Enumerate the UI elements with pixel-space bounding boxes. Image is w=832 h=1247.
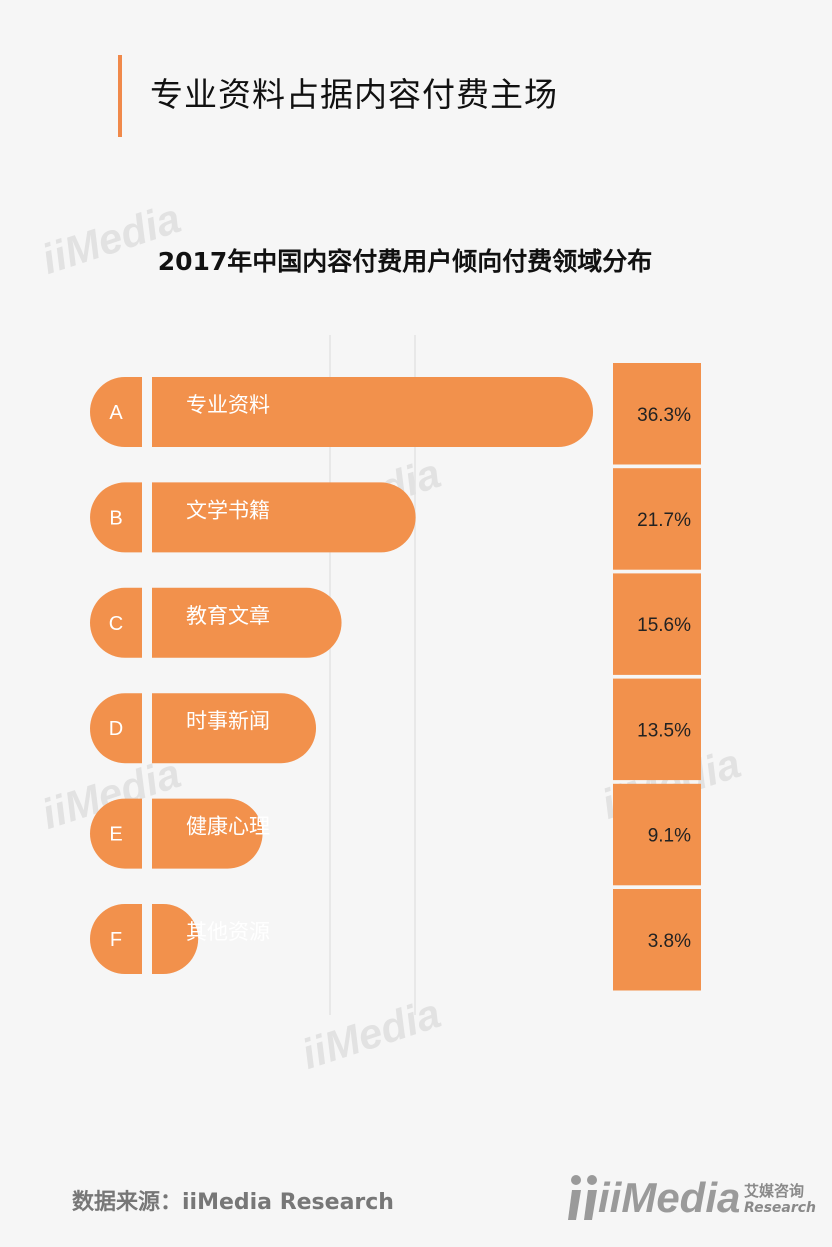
iimedia-logo: iiMedia 艾媒咨询 Research — [568, 1168, 817, 1228]
page-title: 专业资料占据内容付费主场 — [150, 75, 558, 114]
bar — [152, 587, 342, 658]
value-label: 13.5% — [637, 720, 691, 741]
value-box — [613, 678, 701, 781]
value-label: 15.6% — [637, 615, 691, 636]
bar — [152, 798, 263, 869]
letter-label: D — [109, 718, 123, 740]
letter-badge — [90, 377, 142, 447]
letter-badge — [90, 904, 142, 974]
category-label: 教育文章 — [186, 604, 270, 628]
letter-badge — [90, 482, 142, 553]
letter-badge — [90, 798, 142, 869]
letter-label: F — [110, 929, 122, 951]
category-label: 文学书籍 — [186, 498, 270, 522]
letter-badge — [90, 587, 142, 658]
category-label: 其他资源 — [186, 920, 270, 944]
category-label: 时事新闻 — [186, 709, 270, 733]
letter-badge — [90, 693, 142, 764]
value-box — [613, 889, 701, 991]
logo-chinese-name: 艾媒咨询 — [744, 1182, 805, 1200]
category-label: 健康心理 — [186, 815, 270, 839]
value-label: 9.1% — [648, 826, 691, 847]
value-box — [613, 783, 701, 886]
category-label: 专业资料 — [186, 393, 270, 417]
bar — [152, 482, 416, 553]
value-box — [613, 573, 701, 675]
logo-english-name: Research — [744, 1200, 817, 1216]
value-label: 21.7% — [637, 510, 691, 531]
logo-wordmark: iiMedia — [598, 1174, 741, 1221]
data-source: 数据来源：iiMedia Research — [72, 1190, 394, 1215]
logo-mark-icon — [568, 1175, 597, 1220]
bar — [152, 693, 317, 764]
value-label: 36.3% — [637, 405, 691, 426]
letter-label: A — [109, 402, 123, 424]
bar-chart: A 专业资料 36.3% B 文学书籍 21.7% C 教育文章 15.6% D 时事新闻 13.5%… — [90, 335, 701, 1015]
value-box — [613, 468, 701, 570]
chart-title: 2017年中国内容付费用户倾向付费领域分布 — [157, 247, 653, 276]
value-box — [613, 363, 701, 465]
bar — [152, 904, 199, 974]
letter-label: E — [109, 824, 122, 846]
letter-label: C — [109, 613, 123, 635]
title-accent-bar — [118, 55, 122, 137]
bar — [152, 377, 594, 447]
value-label: 3.8% — [648, 931, 691, 952]
letter-label: B — [109, 507, 122, 529]
